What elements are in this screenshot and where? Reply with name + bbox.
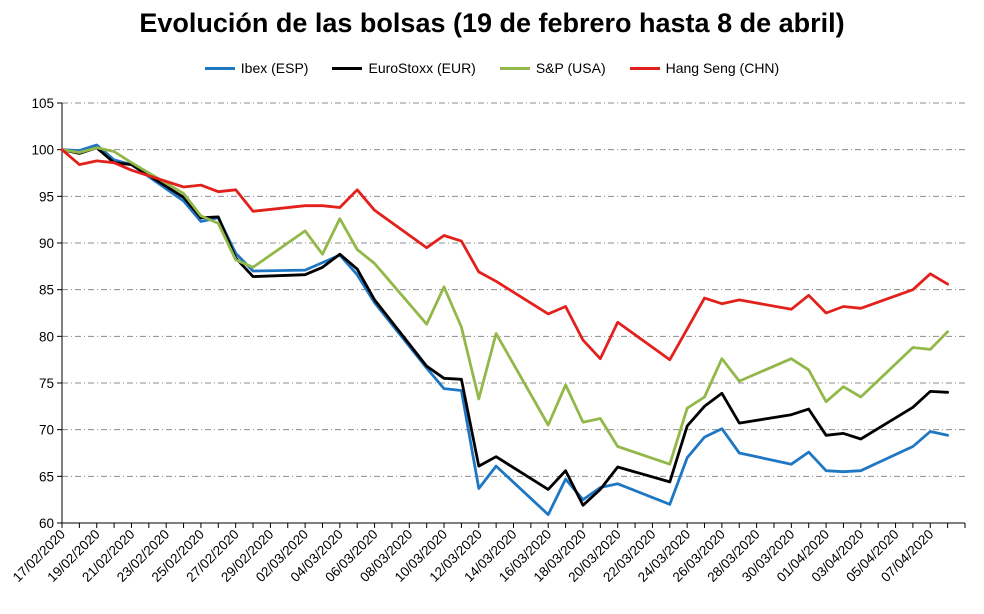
chart-title: Evolución de las bolsas (19 de febrero h…: [139, 8, 845, 38]
legend-label-hangseng: Hang Seng (CHN): [665, 60, 780, 76]
ytick-label-75: 75: [39, 376, 54, 391]
ytick-label-80: 80: [39, 329, 54, 344]
series-line-eurostoxx: [60, 146, 949, 507]
legend: Ibex (ESP) EuroStoxx (EUR) S&P (USA) Han…: [0, 60, 984, 76]
ytick-label-105: 105: [31, 96, 54, 111]
legend-label-ibex: Ibex (ESP): [240, 60, 309, 76]
legend-item-sp: S&P (USA): [499, 60, 606, 76]
ytick-label-85: 85: [39, 283, 54, 298]
legend-swatch-ibex: [204, 66, 235, 70]
ytick-label-65: 65: [39, 469, 54, 484]
series-line-hangseng: [60, 148, 949, 362]
series-line-ibex: [60, 143, 949, 516]
ytick-label-60: 60: [39, 516, 54, 531]
legend-swatch-sp: [499, 66, 530, 70]
legend-label-sp: S&P (USA): [535, 60, 606, 76]
legend-swatch-eurostoxx: [332, 66, 363, 70]
axis-layer: [57, 102, 966, 528]
legend-item-eurostoxx: EuroStoxx (EUR): [332, 60, 476, 76]
ytick-label-90: 90: [39, 236, 54, 251]
legend-item-ibex: Ibex (ESP): [204, 60, 309, 76]
legend-label-eurostoxx: EuroStoxx (EUR): [368, 60, 476, 76]
legend-swatch-hangseng: [629, 66, 660, 70]
legend-item-hangseng: Hang Seng (CHN): [629, 60, 780, 76]
grid-layer: [62, 102, 965, 477]
ytick-label-100: 100: [31, 143, 54, 158]
series-line-sp: [60, 146, 949, 466]
ytick-label-70: 70: [39, 423, 54, 438]
ytick-label-95: 95: [39, 189, 54, 204]
tick-label-layer: 606570758085909510010517/02/202019/02/20…: [10, 96, 937, 585]
series-layer: [60, 143, 949, 516]
